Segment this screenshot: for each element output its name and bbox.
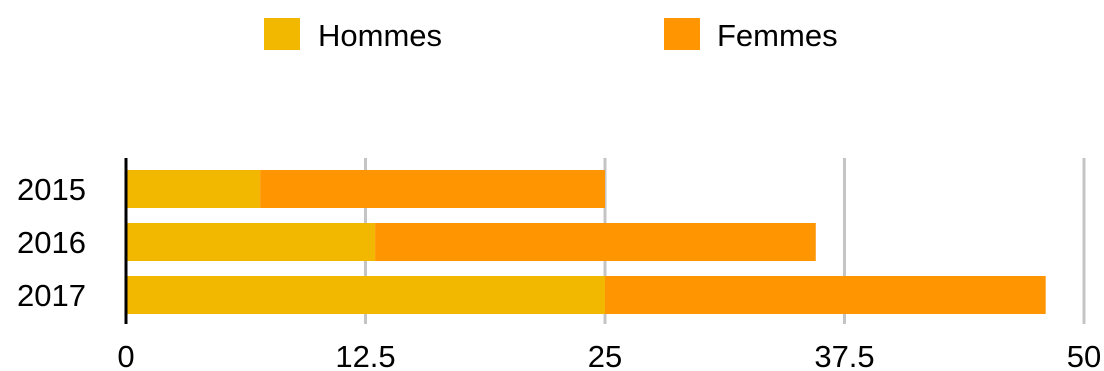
legend: Hommes Femmes [264,18,838,53]
bar-femmes-2017 [605,276,1046,314]
bars [126,170,1046,314]
legend-label: Hommes [318,18,442,53]
legend-item: Femmes [664,18,838,53]
y-axis-category-labels: 2015 2016 2017 [17,172,86,313]
bar-hommes-2016 [126,223,376,261]
bar-femmes-2016 [375,223,816,261]
x-tick-label: 37.5 [814,339,874,371]
x-tick-label: 12.5 [335,339,395,371]
legend-item: Hommes [264,18,442,53]
category-label: 2015 [17,172,86,207]
x-tick-label: 25 [588,339,622,371]
legend-swatch [664,18,700,50]
legend-swatch [264,18,300,50]
x-axis-tick-labels: 0 12.5 25 37.5 50 [117,339,1101,371]
category-label: 2016 [17,225,86,260]
category-label: 2017 [17,278,86,313]
bar-hommes-2017 [126,276,605,314]
bar-femmes-2015 [260,170,605,208]
x-tick-label: 50 [1067,339,1101,371]
bar-hommes-2015 [126,170,261,208]
legend-label: Femmes [717,18,838,53]
x-tick-label: 0 [117,339,134,371]
